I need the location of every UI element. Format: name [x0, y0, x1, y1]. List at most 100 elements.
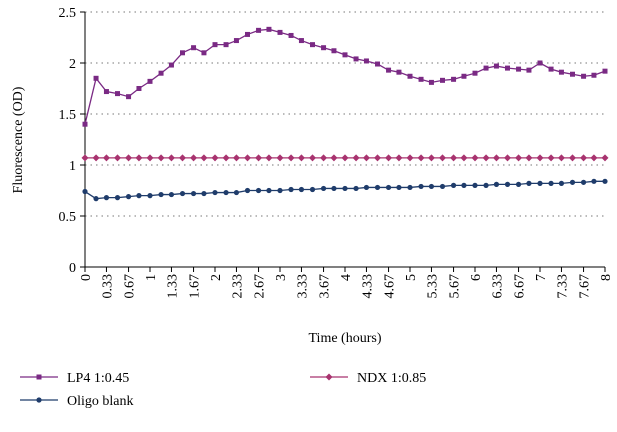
data-point — [330, 154, 338, 162]
data-point — [395, 154, 403, 162]
data-point — [136, 86, 142, 91]
x-tick-label: 5 — [404, 274, 419, 281]
x-tick-label: 0.33 — [100, 274, 115, 299]
data-point — [320, 154, 328, 162]
data-point — [125, 154, 133, 162]
data-point — [82, 121, 88, 127]
data-point — [548, 66, 554, 72]
data-point — [190, 154, 198, 162]
y-tick-label: 2.5 — [59, 6, 77, 21]
legend-label: NDX 1:0.85 — [357, 371, 426, 386]
data-point — [256, 27, 262, 33]
data-point — [602, 178, 608, 184]
data-point — [168, 191, 175, 198]
data-point — [114, 154, 121, 162]
data-point — [288, 186, 294, 193]
data-point — [537, 180, 543, 186]
legend-marker — [325, 373, 333, 381]
data-point — [102, 154, 110, 162]
legend-label: LP4 1:0.45 — [67, 371, 129, 386]
data-point — [526, 180, 532, 186]
data-point — [483, 65, 489, 71]
data-point — [298, 38, 304, 44]
data-point — [103, 195, 110, 201]
data-point — [385, 154, 393, 162]
data-point — [407, 184, 413, 191]
data-point — [591, 178, 597, 184]
data-point — [569, 154, 576, 162]
data-point — [440, 77, 445, 83]
data-point — [266, 26, 272, 32]
data-point — [428, 79, 434, 85]
data-point — [492, 154, 500, 162]
data-point — [222, 154, 230, 162]
x-tick-label: 2.67 — [253, 274, 268, 299]
x-tick-label: 4.67 — [383, 274, 398, 299]
data-point — [451, 76, 457, 82]
data-point — [212, 189, 218, 196]
data-point — [516, 66, 522, 72]
data-point — [417, 154, 425, 162]
data-point — [146, 154, 154, 162]
data-point — [233, 38, 239, 44]
data-point — [374, 154, 381, 162]
data-point — [418, 183, 424, 190]
x-tick-label: 0 — [79, 274, 94, 281]
data-point — [385, 184, 392, 191]
data-point — [136, 193, 142, 199]
data-point — [81, 154, 89, 162]
data-point — [158, 191, 164, 198]
data-point — [265, 154, 273, 162]
x-tick-label: 0.67 — [123, 274, 138, 299]
x-tick-label: 6.33 — [490, 274, 505, 299]
data-point — [396, 184, 402, 191]
data-point — [557, 154, 565, 162]
legend-marker — [36, 397, 42, 403]
x-tick-label: 5.33 — [425, 274, 440, 299]
data-point — [569, 179, 576, 185]
data-point — [602, 68, 608, 74]
data-point — [536, 154, 544, 162]
data-point — [547, 154, 555, 162]
data-point — [472, 70, 478, 76]
data-point — [428, 183, 435, 190]
y-tick-label: 2 — [69, 57, 76, 72]
data-point — [179, 190, 186, 197]
data-point — [362, 154, 370, 162]
data-point — [125, 194, 132, 200]
data-point — [93, 196, 99, 202]
data-point — [126, 94, 132, 100]
data-point — [288, 32, 294, 38]
data-point — [157, 154, 165, 162]
y-tick-label: 1 — [69, 159, 76, 174]
data-point — [180, 50, 185, 56]
data-point — [375, 61, 380, 67]
data-point — [115, 91, 120, 97]
data-point — [515, 181, 522, 187]
data-point — [135, 154, 143, 162]
data-point — [342, 185, 348, 192]
data-point — [233, 189, 240, 196]
x-tick-label: 7 — [534, 274, 549, 281]
data-point — [232, 154, 240, 162]
data-point — [461, 73, 467, 79]
y-tick-label: 0.5 — [59, 210, 77, 225]
data-point — [331, 48, 337, 54]
data-point — [103, 89, 109, 95]
x-tick-label: 7.33 — [555, 274, 570, 299]
x-axis-label: Time (hours) — [309, 331, 382, 346]
data-point — [386, 67, 392, 73]
data-point — [515, 154, 523, 162]
x-tick-label: 7.67 — [578, 274, 593, 299]
legend-marker — [36, 374, 42, 380]
data-point — [277, 29, 283, 35]
data-point — [460, 154, 468, 162]
data-point — [277, 187, 283, 194]
data-point — [331, 185, 337, 192]
data-point — [439, 183, 446, 190]
x-tick-label: 5.67 — [448, 274, 463, 299]
data-point — [92, 154, 100, 162]
data-point — [570, 71, 575, 77]
